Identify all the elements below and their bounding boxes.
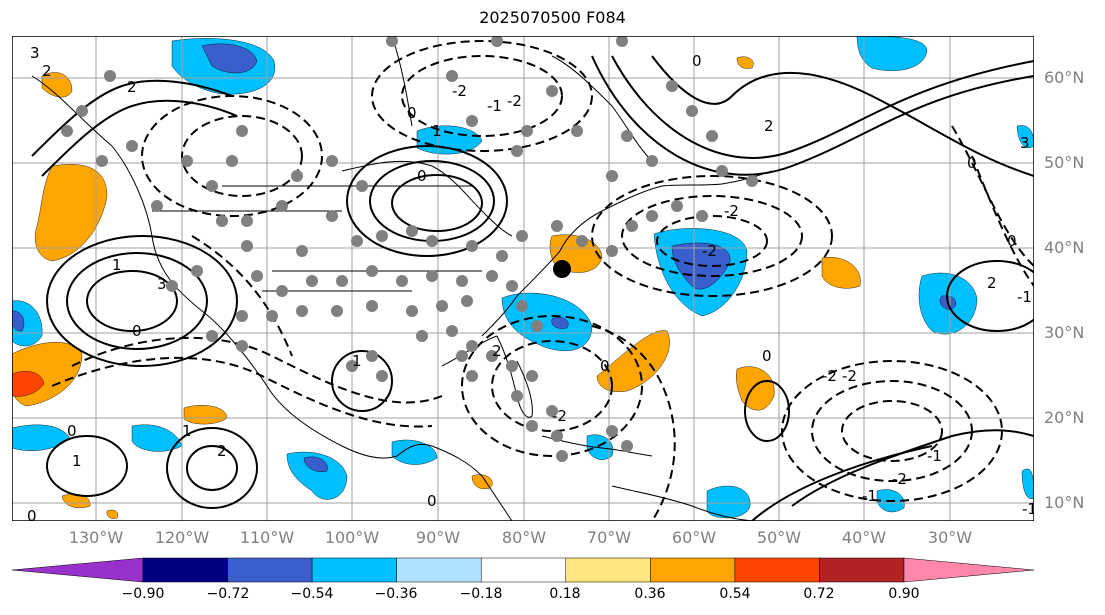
colorbar-segment — [819, 557, 905, 583]
colorbar-tick-label: 0.54 — [719, 586, 751, 602]
contour-label: 3 — [1020, 134, 1030, 152]
contour-label: 0 — [967, 154, 977, 172]
contour-label: 2 — [217, 442, 227, 460]
lon-label: 30°W — [927, 528, 973, 547]
lon-label: 70°W — [586, 528, 632, 547]
lat-label: 60°N — [1044, 68, 1085, 87]
colorbar-segment — [396, 557, 482, 583]
contour-label: 2 — [42, 62, 52, 80]
contour-label: -1 — [862, 487, 877, 505]
lon-label: 120°W — [154, 528, 210, 547]
colorbar-tick-label: 0.90 — [888, 586, 920, 602]
contour-label: 0 — [762, 347, 772, 365]
contour-lines-dashed — [51, 40, 1034, 521]
colorbar-segment — [227, 557, 313, 583]
lat-label: 10°N — [1044, 493, 1085, 512]
contour-label: -1 — [1017, 288, 1032, 306]
colorbar-tick-label: 0.72 — [803, 586, 835, 602]
contour-label: 0 — [417, 167, 427, 185]
colorbar — [11, 557, 1035, 583]
contour-label: -2 — [822, 367, 837, 385]
lat-label: 20°N — [1044, 408, 1085, 427]
contour-label: -2 — [552, 407, 567, 425]
contour-label: -2 — [842, 367, 857, 385]
colorbar-tick-label: −0.72 — [206, 586, 250, 602]
contour-label: 0 — [407, 104, 417, 122]
contour-label: 1 — [352, 352, 362, 370]
contour-label: 2 — [127, 78, 137, 96]
station-dots — [61, 36, 758, 462]
contour-label: -1 — [1022, 500, 1034, 518]
colorbar-segment — [480, 557, 567, 583]
lon-label: 60°W — [671, 528, 717, 547]
contour-label: -2 — [892, 470, 907, 488]
contour-label: 1 — [72, 452, 82, 470]
contour-label: 0 — [600, 357, 610, 375]
map-title: 2025070500 F084 — [479, 8, 626, 27]
contour-label: 0 — [692, 52, 702, 70]
colorbar-segment — [903, 557, 1035, 583]
highlight-station — [553, 260, 571, 278]
lon-label: 110°W — [239, 528, 295, 547]
lat-label: 30°N — [1044, 323, 1085, 342]
contour-label: -1 — [487, 97, 502, 115]
colorbar-tick-label: 0.18 — [549, 586, 581, 602]
contour-label: 1 — [432, 122, 442, 140]
colorbar-segment — [650, 557, 736, 583]
lon-label: 100°W — [324, 528, 380, 547]
lon-label: 90°W — [415, 528, 461, 547]
colorbar-segment — [311, 557, 397, 583]
contour-label: 1 — [112, 256, 122, 274]
contour-label: -2 — [702, 242, 717, 260]
contour-label: 2 — [987, 274, 997, 292]
contour-label: -2 — [452, 82, 467, 100]
contour-label: 0 — [1007, 232, 1017, 250]
colorbar-segment — [142, 557, 228, 583]
colorbar-tick-label: −0.90 — [121, 586, 165, 602]
contour-label: 2 — [492, 342, 502, 360]
colorbar-tick-label: 0.36 — [634, 586, 666, 602]
contour-label: -2 — [724, 202, 739, 220]
contour-lines-solid — [31, 55, 1034, 521]
colorbar-segment — [734, 557, 820, 583]
contour-labels: 3 2 2 1 3 0 0 -2 -1 -2 1 0 -2 -2 2 0 3 0… — [27, 44, 1034, 521]
lon-label: 40°W — [841, 528, 887, 547]
lon-label: 80°W — [501, 528, 547, 547]
contour-label: -2 — [507, 92, 522, 110]
colorbar-segment — [11, 557, 144, 583]
map-panel: 3 2 2 1 3 0 0 -2 -1 -2 1 0 -2 -2 2 0 3 0… — [12, 36, 1034, 521]
contour-label: 0 — [132, 322, 142, 340]
lon-label: 50°W — [756, 528, 802, 547]
colorbar-tick-label: −0.36 — [374, 586, 418, 602]
contour-label: 0 — [67, 422, 77, 440]
contour-label: 3 — [30, 44, 40, 62]
contour-label: -1 — [927, 447, 942, 465]
contour-label: 2 — [764, 117, 774, 135]
lat-label: 50°N — [1044, 153, 1085, 172]
colorbar-tick-label: −0.54 — [290, 586, 334, 602]
contour-label: 1 — [182, 422, 192, 440]
lat-label: 40°N — [1044, 238, 1085, 257]
graticule-lines — [12, 36, 1034, 521]
colorbar-tick-label: −0.18 — [459, 586, 503, 602]
lon-label: 130°W — [68, 528, 124, 547]
contour-label: 0 — [427, 492, 437, 510]
contour-label: 3 — [157, 275, 167, 293]
contour-label: 0 — [27, 507, 37, 521]
colorbar-segment — [565, 557, 651, 583]
